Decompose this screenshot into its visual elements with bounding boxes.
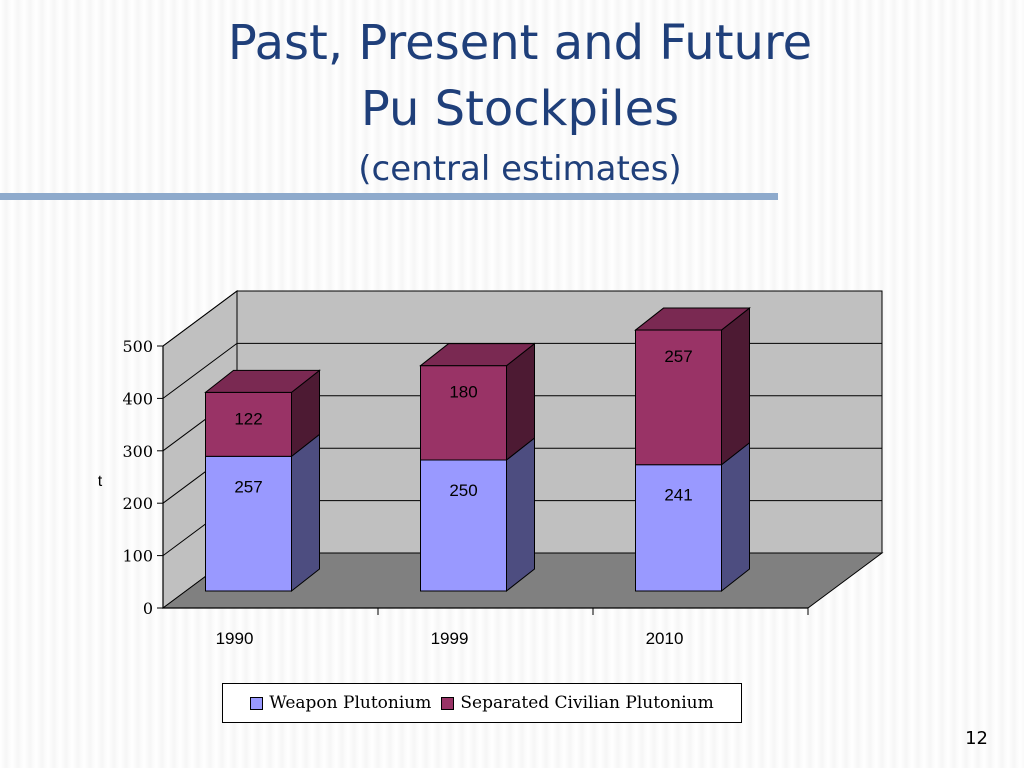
slide-title-line2: Pu Stockpiles (360, 81, 680, 137)
data-label-civilian: 180 (449, 383, 477, 402)
bar-front-weapon (635, 464, 722, 592)
page-number: 12 (965, 728, 988, 749)
bar-top-civilian (634, 307, 751, 331)
y-tick-label: 300 (122, 442, 153, 461)
bar-top-civilian (419, 343, 536, 367)
data-label-weapon: 250 (449, 481, 477, 500)
y-tick-label: 500 (122, 337, 153, 356)
bar-front-weapon (420, 459, 507, 592)
chart-back-wall (236, 290, 883, 554)
x-tick-label: 1999 (431, 629, 469, 648)
legend-swatch-weapon (250, 696, 264, 710)
legend-swatch-civilian (441, 696, 455, 710)
y-tick-label: 200 (122, 494, 153, 513)
y-tick-label: 400 (122, 389, 153, 408)
bar-side-weapon (291, 433, 320, 593)
gridline-side (162, 290, 238, 347)
data-label-weapon: 241 (664, 486, 692, 505)
gridline-side (162, 342, 238, 399)
chart-legend: Weapon Plutonium Separated Civilian Plut… (222, 683, 742, 723)
bar-front-civilian (420, 365, 507, 461)
legend-label-weapon: Weapon Plutonium (269, 693, 432, 713)
bar-side-weapon (721, 441, 750, 593)
legend-item-civilian: Separated Civilian Plutonium (441, 693, 714, 713)
y-axis-label: t (98, 473, 103, 490)
bar-front-civilian (635, 329, 722, 466)
legend-label-civilian: Separated Civilian Plutonium (460, 693, 714, 713)
y-tick-label: 100 (122, 547, 153, 566)
y-tick-label: 0 (143, 599, 153, 618)
slide-title-line1: Past, Present and Future (227, 15, 813, 71)
bar-side-weapon (506, 436, 535, 593)
data-label-civilian: 122 (234, 409, 262, 428)
slide-subtitle: (central estimates) (358, 149, 682, 189)
legend-item-weapon: Weapon Plutonium (250, 693, 431, 713)
bar-top-civilian (204, 369, 321, 393)
data-label-weapon: 257 (234, 477, 262, 496)
bar-side-civilian (721, 307, 750, 466)
data-label-civilian: 257 (664, 347, 692, 366)
x-tick-label: 1990 (216, 629, 254, 648)
x-tick-label: 2010 (646, 629, 684, 648)
title-divider (0, 193, 778, 200)
